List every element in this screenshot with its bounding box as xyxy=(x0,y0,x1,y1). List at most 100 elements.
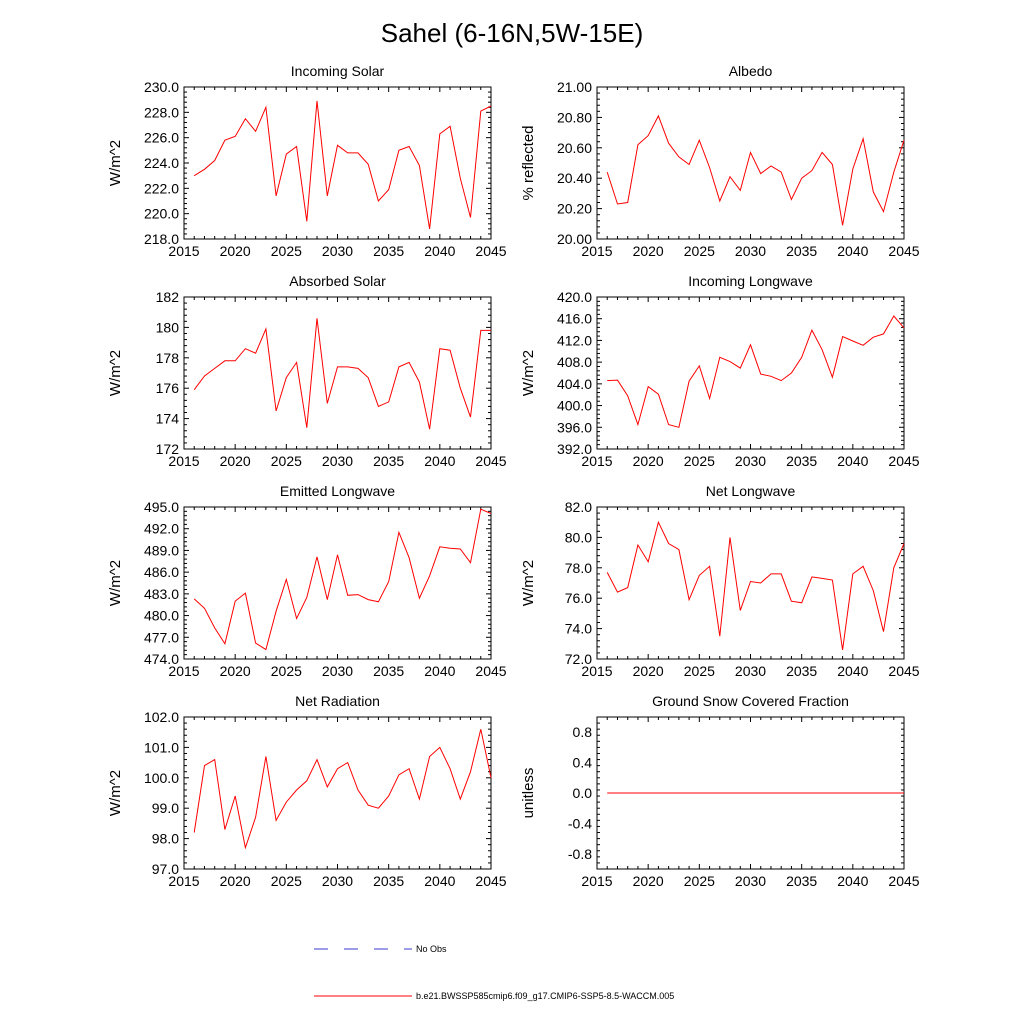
x-tick-label: 2015 xyxy=(168,243,199,259)
y-tick-label: 172 xyxy=(156,441,180,457)
y-tick-label: 230.0 xyxy=(144,79,179,95)
series-line xyxy=(607,315,905,428)
x-tick-label: 2035 xyxy=(786,873,817,889)
x-tick-label: 2040 xyxy=(837,243,868,259)
y-tick-label: 182 xyxy=(156,289,180,305)
y-tick-label: 98.0 xyxy=(152,831,179,847)
y-tick-label: 0.8 xyxy=(573,724,593,740)
y-tick-label: 20.20 xyxy=(557,201,592,217)
x-tick-label: 2035 xyxy=(786,243,817,259)
x-tick-label: 2045 xyxy=(475,453,506,469)
x-tick-label: 2030 xyxy=(322,243,353,259)
y-tick-label: 74.0 xyxy=(565,621,592,637)
panel-title: Net Radiation xyxy=(295,693,380,709)
x-tick-label: 2025 xyxy=(684,663,715,679)
x-tick-label: 2035 xyxy=(373,663,404,679)
y-tick-label: 102.0 xyxy=(144,709,179,725)
x-tick-label: 2045 xyxy=(888,663,919,679)
y-tick-label: 480.0 xyxy=(144,608,179,624)
y-axis-label: unitless xyxy=(520,768,537,819)
y-tick-label: 486.0 xyxy=(144,564,179,580)
y-tick-label: 477.0 xyxy=(144,629,179,645)
x-tick-label: 2020 xyxy=(220,243,251,259)
y-tick-label: 416.0 xyxy=(557,311,592,327)
y-tick-label: 174 xyxy=(156,411,180,427)
x-tick-label: 2025 xyxy=(271,873,302,889)
x-tick-label: 2025 xyxy=(271,243,302,259)
y-tick-label: 392.0 xyxy=(557,441,592,457)
x-tick-label: 2040 xyxy=(837,453,868,469)
y-tick-label: 80.0 xyxy=(565,529,592,545)
x-tick-label: 2045 xyxy=(888,243,919,259)
y-tick-label: 220.0 xyxy=(144,206,179,222)
panel-title: Net Longwave xyxy=(706,483,796,499)
x-tick-label: 2030 xyxy=(322,453,353,469)
x-tick-label: 2015 xyxy=(168,663,199,679)
x-tick-label: 2015 xyxy=(581,243,612,259)
x-tick-label: 2020 xyxy=(220,663,251,679)
x-tick-label: 2030 xyxy=(735,663,766,679)
panel-7: Ground Snow Covered Fraction unitless 2015… xyxy=(520,693,920,889)
y-tick-label: 404.0 xyxy=(557,376,592,392)
y-tick-label: 396.0 xyxy=(557,419,592,435)
y-tick-label: 20.80 xyxy=(557,109,592,125)
panels: Incoming Solar W/m^2 2015 2020 2025 2030 2035 2… xyxy=(107,63,920,889)
panel-title: Incoming Longwave xyxy=(688,273,813,289)
y-tick-label: 400.0 xyxy=(557,398,592,414)
y-axis-label: W/m^2 xyxy=(520,560,537,606)
panel-5: Net Longwave W/m^2 2015 2020 2025 2030 2035 204… xyxy=(520,483,920,679)
y-axis-label: % reflected xyxy=(520,125,537,200)
x-tick-label: 2015 xyxy=(168,873,199,889)
y-tick-label: -0.8 xyxy=(568,846,592,862)
y-tick-label: 222.0 xyxy=(144,180,179,196)
y-tick-label: 99.0 xyxy=(152,800,179,816)
plot-frame xyxy=(183,86,492,240)
x-tick-label: 2045 xyxy=(888,873,919,889)
series-line xyxy=(193,508,492,651)
x-tick-label: 2030 xyxy=(735,243,766,259)
y-tick-label: 489.0 xyxy=(144,542,179,558)
panel-2: Absorbed Solar W/m^2 2015 2020 2025 2030 2035 2… xyxy=(107,273,507,469)
panel-6: Net Radiation W/m^2 2015 2020 2025 2030 2035 20… xyxy=(107,693,507,889)
x-tick-label: 2030 xyxy=(322,663,353,679)
y-axis-label: W/m^2 xyxy=(107,140,124,186)
y-tick-label: 495.0 xyxy=(144,499,179,515)
panel-0: Incoming Solar W/m^2 2015 2020 2025 2030 2035 2… xyxy=(107,63,507,259)
plot-frame xyxy=(596,86,905,240)
y-tick-label: 412.0 xyxy=(557,332,592,348)
x-tick-label: 2040 xyxy=(837,873,868,889)
series-line xyxy=(193,318,491,430)
y-tick-label: 178 xyxy=(156,350,180,366)
x-tick-label: 2020 xyxy=(633,453,664,469)
y-tick-label: 420.0 xyxy=(557,289,592,305)
x-tick-label: 2025 xyxy=(684,873,715,889)
y-tick-label: -0.4 xyxy=(568,815,592,831)
x-tick-label: 2015 xyxy=(581,453,612,469)
y-tick-label: 228.0 xyxy=(144,104,179,120)
x-tick-label: 2020 xyxy=(220,453,251,469)
x-tick-label: 2020 xyxy=(220,873,251,889)
y-tick-label: 0.4 xyxy=(573,755,593,771)
x-tick-label: 2040 xyxy=(837,663,868,679)
x-tick-label: 2035 xyxy=(373,243,404,259)
x-tick-label: 2020 xyxy=(633,873,664,889)
y-tick-label: 492.0 xyxy=(144,521,179,537)
legend-model-label: b.e21.BWSSP585cmip6.f09_g17.CMIP6-SSP5-8… xyxy=(416,991,674,1001)
y-tick-label: 474.0 xyxy=(144,651,179,667)
panel-title: Ground Snow Covered Fraction xyxy=(652,693,849,709)
panel-3: Incoming Longwave W/m^2 2015 2020 2025 2030 20… xyxy=(520,273,920,469)
x-tick-label: 2045 xyxy=(888,453,919,469)
x-tick-label: 2015 xyxy=(168,453,199,469)
y-axis-label: W/m^2 xyxy=(107,770,124,816)
plot-frame xyxy=(183,296,492,450)
x-tick-label: 2030 xyxy=(735,873,766,889)
y-tick-label: 180 xyxy=(156,319,180,335)
y-tick-label: 76.0 xyxy=(565,590,592,606)
figure-title: Sahel (6-16N,5W-15E) xyxy=(381,18,644,48)
x-tick-label: 2035 xyxy=(373,873,404,889)
y-tick-label: 408.0 xyxy=(557,354,592,370)
x-tick-label: 2025 xyxy=(271,453,302,469)
y-tick-label: 20.60 xyxy=(557,140,592,156)
x-tick-label: 2040 xyxy=(424,663,455,679)
